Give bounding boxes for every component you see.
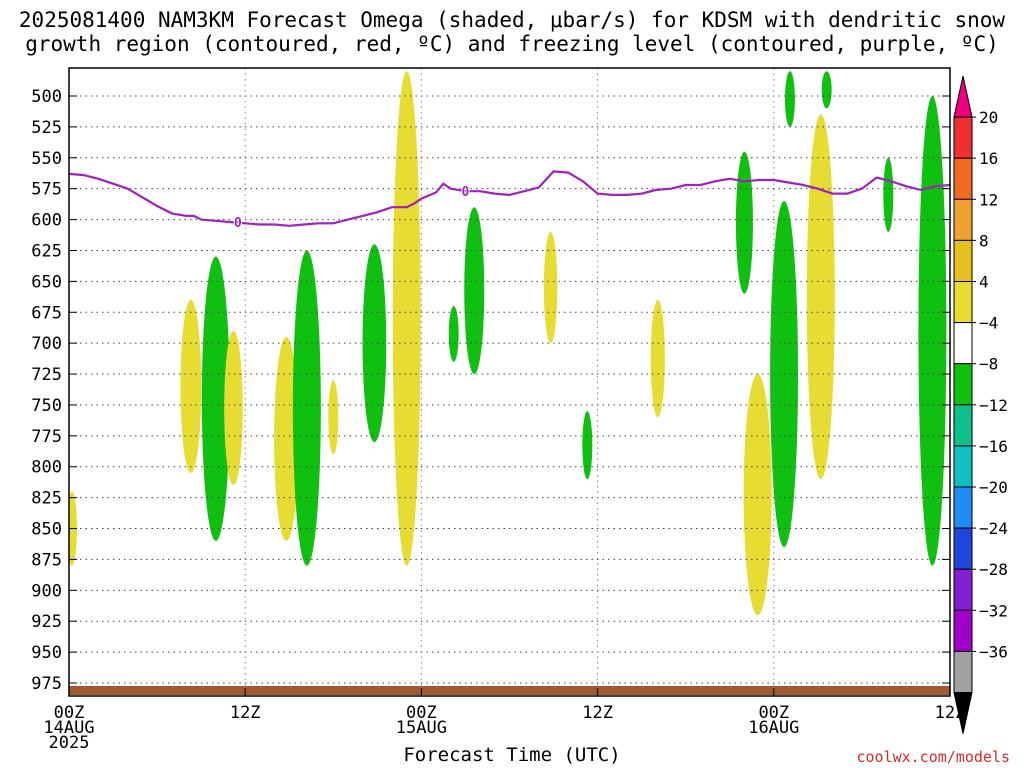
omega-region-4: [274, 336, 299, 541]
omega-region-20: [883, 157, 894, 232]
omega-region-8: [392, 71, 421, 566]
colorbar-label-12: −32: [979, 601, 1008, 620]
y-tick-label-825: 825: [31, 489, 62, 509]
colorbar-swatch-3: [953, 198, 973, 241]
y-tick-label-900: 900: [31, 581, 62, 601]
omega-region-19: [821, 71, 832, 109]
y-tick-label-850: 850: [31, 520, 62, 540]
colorbar-top-arrow: [953, 75, 973, 118]
omega-region-12: [582, 411, 593, 480]
y-tick-label-650: 650: [31, 272, 62, 292]
freezing-level-label-0: 0: [234, 216, 242, 231]
y-tick-label-500: 500: [31, 87, 62, 107]
colorbar: 20 16 12 8 4 −4 −8 −12 −16 −20 −24 −28 −32 −36: [953, 75, 1008, 734]
colorbar-swatch-1: [953, 116, 973, 159]
omega-region-15: [743, 374, 772, 616]
omega-region-5: [292, 250, 321, 566]
omega-region-17: [784, 71, 795, 127]
omega-region-2: [201, 256, 230, 541]
colorbar-label-1: 16: [979, 149, 998, 168]
omega-region-1: [180, 299, 202, 473]
omega-region-13: [650, 299, 665, 418]
y-tick-label-625: 625: [31, 241, 62, 261]
y-tick-label-700: 700: [31, 334, 62, 354]
y-tick-label-950: 950: [31, 643, 62, 663]
colorbar-label-9: −20: [979, 478, 1008, 497]
y-axis-ticks: 500 525 550 575 600 625 650 675 700 725 750 775 800 8…: [31, 87, 950, 694]
colorbar-label-6: −8: [979, 355, 998, 374]
colorbar-swatch-5: [953, 281, 973, 324]
ground-band: [69, 686, 950, 695]
omega-region-3: [224, 330, 243, 486]
colorbar-label-0: 20: [979, 108, 998, 127]
colorbar-label-13: −36: [979, 642, 1008, 661]
colorbar-swatch-4: [953, 239, 973, 282]
x-tick-label-0-1: 14AUG: [43, 718, 94, 738]
omega-region-18: [806, 114, 835, 480]
y-tick-label-550: 550: [31, 149, 62, 169]
freezing-level-contour: 00: [69, 170, 950, 231]
colorbar-swatch-14: [953, 650, 973, 694]
x-tick-label-24-1: 15AUG: [396, 718, 447, 738]
colorbar-swatch-8: [953, 404, 973, 447]
freezing-label-bg-1: [461, 183, 470, 199]
y-tick-label-775: 775: [31, 427, 62, 447]
x-tick-label-48-0: 00Z: [758, 703, 789, 723]
y-tick-label-800: 800: [31, 458, 62, 478]
grid-lines: [69, 68, 950, 696]
colorbar-label-10: −24: [979, 519, 1008, 538]
chart-title-line2: growth region (contoured, red, ºC) and f…: [25, 32, 999, 56]
freezing-label-bg-0: [233, 214, 242, 230]
y-tick-label-925: 925: [31, 612, 62, 632]
x-tick-label-12-0: 12Z: [230, 703, 261, 723]
y-tick-label-600: 600: [31, 211, 62, 231]
colorbar-label-7: −12: [979, 396, 1008, 415]
x-tick-label-36-0: 12Z: [582, 703, 613, 723]
freezing-level-line: [69, 170, 950, 227]
colorbar-swatch-2: [953, 157, 973, 200]
plot-frame: [68, 67, 951, 697]
y-tick-label-750: 750: [31, 396, 62, 416]
colorbar-label-2: 12: [979, 190, 998, 209]
omega-region-11: [543, 231, 558, 344]
colorbar-label-4: 4: [979, 273, 989, 292]
y-tick-label-675: 675: [31, 303, 62, 323]
omega-region-6: [328, 380, 339, 455]
y-tick-label-975: 975: [31, 674, 62, 694]
colorbar-swatch-11: [953, 527, 973, 570]
colorbar-swatch-10: [953, 486, 973, 529]
x-axis-label: Forecast Time (UTC): [403, 744, 621, 766]
chart-title-line1: 2025081400 NAM3KM Forecast Omega (shaded…: [18, 8, 1006, 32]
colorbar-swatch-6: [953, 322, 973, 365]
colorbar-swatch-9: [953, 445, 973, 488]
colorbar-label-5: −4: [979, 314, 998, 333]
x-tick-label-24-0: 00Z: [406, 703, 437, 723]
colorbar-swatch-12: [953, 568, 973, 611]
omega-region-7: [362, 244, 387, 443]
colorbar-label-3: 8: [979, 231, 989, 250]
x-tick-label-0-0: 00Z: [54, 703, 85, 723]
freezing-level-label-1: 0: [462, 185, 470, 200]
y-tick-label-575: 575: [31, 180, 62, 200]
colorbar-swatch-13: [953, 609, 973, 652]
omega-region-10: [448, 306, 459, 362]
colorbar-label-8: −16: [979, 437, 1008, 456]
x-tick-label-0-2: 2025: [49, 733, 90, 753]
x-tick-label-48-1: 16AUG: [748, 718, 799, 738]
y-tick-label-725: 725: [31, 365, 62, 385]
y-tick-label-875: 875: [31, 550, 62, 570]
colorbar-bottom-arrow: [953, 692, 973, 734]
omega-region-9: [464, 207, 485, 375]
colorbar-label-11: −28: [979, 560, 1008, 579]
omega-region-14: [735, 151, 753, 294]
watermark-link[interactable]: coolwx.com/models: [856, 748, 1010, 766]
omega-region-21: [918, 95, 947, 566]
y-tick-label-525: 525: [31, 118, 62, 138]
colorbar-swatch-7: [953, 363, 973, 406]
